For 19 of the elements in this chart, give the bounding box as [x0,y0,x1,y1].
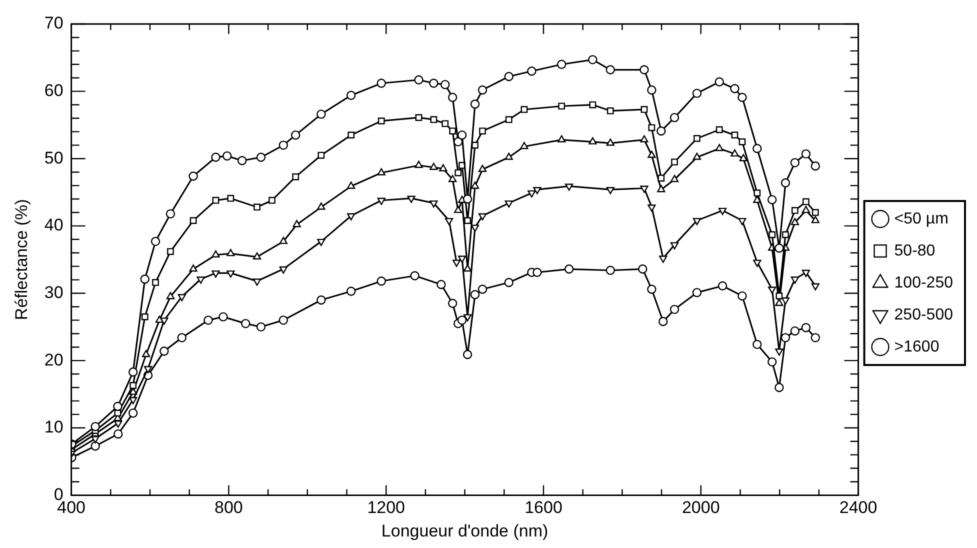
legend-label: >1600 [894,338,940,356]
legend-label: <50 µm [894,210,948,228]
legend-label: 250-500 [894,306,954,324]
y-tick-label: 30 [44,282,64,302]
y-tick-label: 20 [44,350,64,370]
x-tick-label: 1600 [524,498,562,518]
x-tick-label: 1200 [367,498,406,518]
x-tick-label: 2400 [839,498,878,518]
y-tick-label: 70 [44,14,64,33]
legend-label: 50-80 [894,242,936,260]
y-tick-label: 40 [44,216,64,235]
y-axis-title: Réflectance (%) [12,199,31,320]
x-axis-title: Longueur d'onde (nm) [381,521,548,540]
x-tick-label: 800 [214,498,243,518]
y-tick-label: 10 [44,418,64,437]
legend-label: 100-250 [894,274,954,292]
y-tick-label: 50 [44,148,64,168]
x-tick-label: 2000 [682,498,720,518]
y-tick-label: 60 [44,81,64,100]
